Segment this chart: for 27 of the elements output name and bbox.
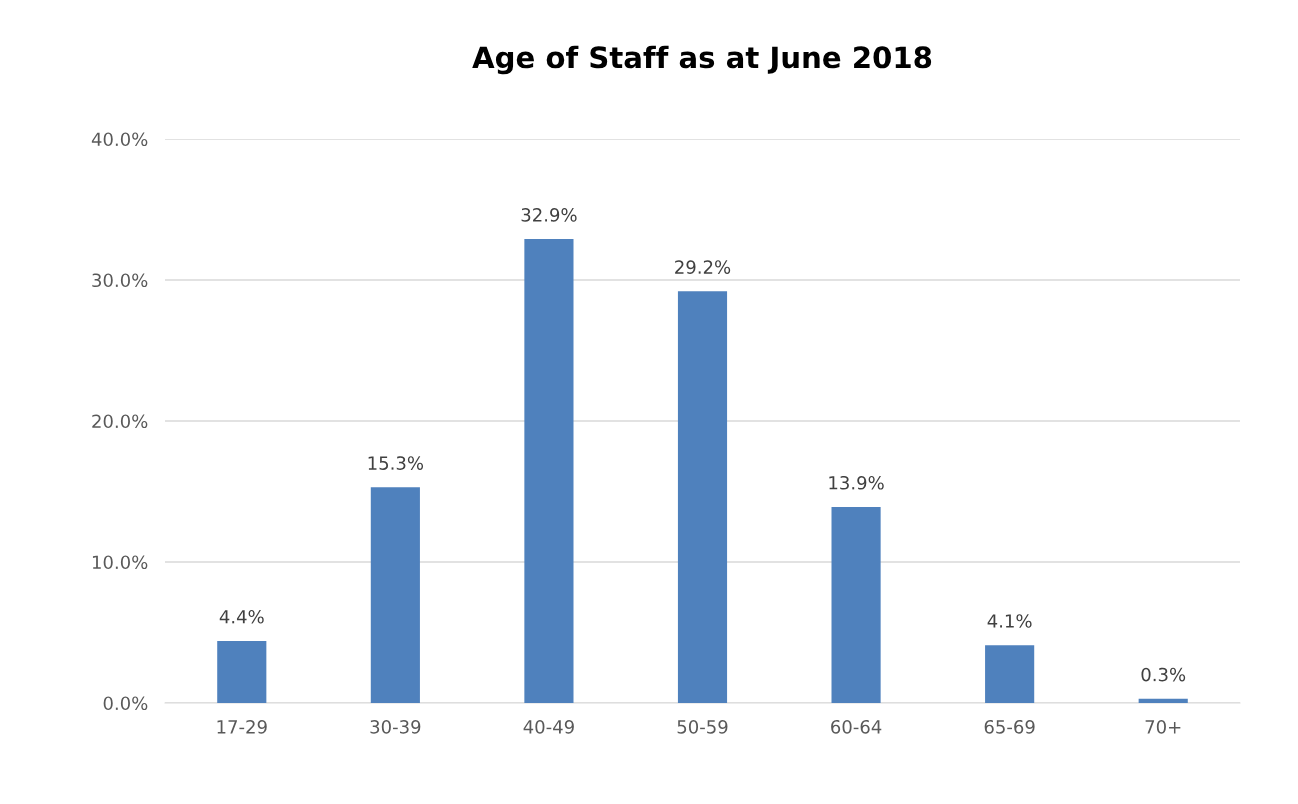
data-label: 13.9% bbox=[829, 475, 884, 490]
x-tick-label: 70+ bbox=[1145, 719, 1181, 734]
data-label: 0.3% bbox=[1141, 667, 1186, 682]
data-label: 29.2% bbox=[675, 260, 731, 274]
bar bbox=[524, 239, 574, 703]
bar bbox=[1138, 698, 1188, 703]
data-label: 15.3% bbox=[368, 456, 424, 470]
bar bbox=[370, 487, 420, 703]
data-label: 32.9% bbox=[521, 208, 577, 222]
y-tick-label: 30.0% bbox=[92, 273, 148, 288]
bar bbox=[217, 640, 267, 703]
x-tick-label: 50-59 bbox=[677, 719, 728, 734]
x-tick-label: 60-64 bbox=[831, 719, 882, 734]
x-tick-label: 17-29 bbox=[217, 719, 267, 734]
data-label: 4.1% bbox=[987, 614, 1032, 628]
x-tick-label: 30-39 bbox=[370, 719, 421, 734]
y-tick-label: 0.0% bbox=[103, 696, 148, 711]
x-tick-label: 65-69 bbox=[984, 719, 1035, 734]
bar bbox=[677, 291, 728, 703]
y-tick-label: 10.0% bbox=[92, 555, 148, 570]
bar bbox=[985, 645, 1035, 703]
chart-title: Age of Staff as at June 2018 bbox=[472, 45, 932, 75]
y-tick-label: 20.0% bbox=[92, 414, 148, 429]
bar bbox=[831, 507, 881, 703]
data-label: 4.4% bbox=[219, 609, 264, 624]
x-tick-label: 40-49 bbox=[523, 719, 574, 734]
y-tick-label: 40.0% bbox=[91, 132, 148, 147]
